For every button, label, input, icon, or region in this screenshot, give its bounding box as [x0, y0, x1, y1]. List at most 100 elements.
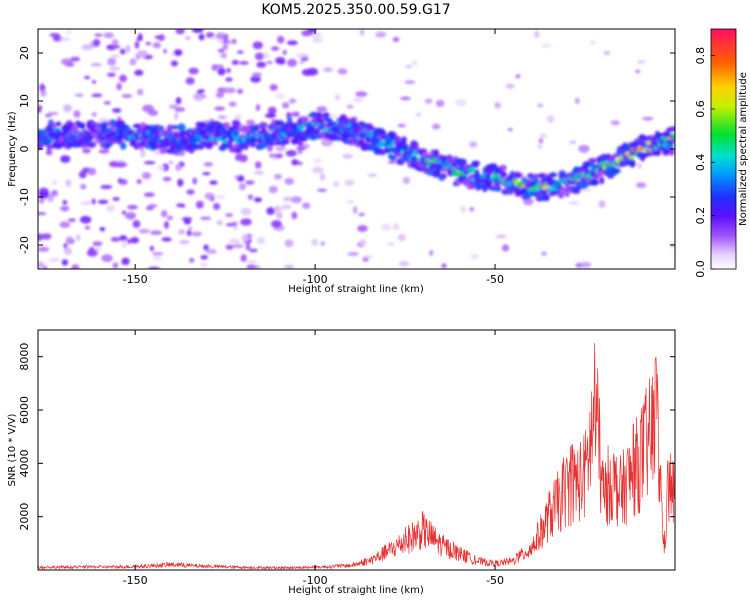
heatmap-cell-1320 [461, 158, 467, 166]
heatmap-cell-128 [217, 48, 225, 53]
heatmap-cell-369 [301, 68, 313, 76]
heatmap-cell-200 [47, 195, 54, 203]
snr-x-tick-label-1: -100 [303, 574, 328, 587]
heatmap-cell-379 [101, 254, 113, 263]
heatmap-cell-1343 [472, 163, 479, 168]
heatmap-cell-144 [332, 181, 340, 187]
heatmap-cell-84 [495, 234, 507, 239]
heatmap-cell-440 [189, 257, 195, 263]
heatmap-cell-29 [60, 205, 70, 212]
heatmap-cell-88 [205, 248, 217, 255]
heatmap-cell-443 [217, 115, 228, 120]
heatmap-cell-445 [541, 43, 551, 48]
heatmap-cell-399 [228, 238, 241, 244]
heatmap-cell-303 [398, 260, 410, 267]
heatmap-cell-249 [245, 259, 258, 264]
snr-x-ticks: -150 -100 -50 [123, 330, 504, 587]
heatmap-cell-1590 [595, 171, 604, 178]
heatmap-cell-308 [266, 60, 273, 65]
heatmap-cell-321 [429, 249, 434, 257]
heatmap-cell-397 [137, 50, 148, 58]
heatmap-cell-72 [267, 106, 277, 115]
heatmap-cell-396 [112, 45, 121, 49]
heatmap-cell-323 [74, 93, 84, 97]
heatmap-cell-329 [249, 248, 258, 253]
heatmap-cell-1074 [339, 114, 347, 121]
heatmap-cell-150 [284, 239, 294, 248]
heatmap-cell-188 [569, 140, 577, 144]
heatmap-cell-811 [212, 140, 219, 146]
heatmap-cell-1415 [508, 186, 516, 194]
heatmap-cell-186 [121, 94, 133, 98]
snr-series-line [38, 343, 675, 570]
heatmap-cell-337 [166, 215, 174, 221]
heatmap-cell-205 [392, 223, 400, 231]
heatmap-cell-289 [209, 180, 218, 185]
heatmap-cell-371 [111, 38, 119, 47]
spectrogram-heatmap [38, 29, 675, 269]
heatmap-cell-393 [175, 29, 185, 35]
heatmap-cell-126 [402, 176, 410, 185]
heatmap-cell-252 [541, 251, 547, 256]
snr-y-tick-label-3: 8000 [18, 343, 31, 371]
heatmap-cell-1372 [487, 170, 494, 175]
heatmap-cell-219 [399, 96, 411, 101]
heatmap-cell-437 [231, 119, 241, 127]
heatmap-cell-1563 [581, 184, 589, 189]
heatmap-cell-353 [136, 37, 143, 41]
heatmap-cell-282 [91, 112, 98, 117]
heatmap-cell-285 [387, 160, 397, 164]
heatmap-cell-238 [38, 246, 50, 252]
heatmap-cell-143 [298, 161, 303, 166]
heatmap-cell-431 [103, 32, 114, 39]
heatmap-cell-976 [289, 124, 298, 129]
heatmap-cell-173 [168, 160, 174, 164]
heatmap-cell-294 [116, 116, 122, 121]
heatmap-cell-161 [200, 262, 209, 268]
heatmap-cell-1683 [640, 152, 649, 158]
heatmap-cell-1428 [515, 173, 522, 178]
heatmap-cell-221 [247, 194, 254, 200]
heatmap-cell-374 [130, 237, 140, 244]
heatmap-cell-226 [501, 244, 510, 252]
heatmap-cell-1352 [476, 183, 484, 190]
heatmap-cell-428 [274, 205, 281, 211]
heatmap-cell-239 [148, 266, 160, 269]
heatmap-cell-420 [65, 236, 74, 244]
heatmap-cell-171 [392, 37, 400, 42]
snr-y-ticks: 2000 4000 6000 8000 [18, 343, 675, 531]
heatmap-cell-174 [136, 88, 144, 96]
heatmap-cell-1182 [393, 136, 402, 141]
heatmap-cell-410 [170, 60, 179, 67]
heatmap-cell-452 [134, 69, 144, 76]
heatmap-cell-1369 [487, 174, 492, 179]
heatmap-cell-94 [240, 218, 252, 226]
heatmap-cell-1176 [389, 155, 397, 161]
heatmap-cell-1494 [548, 172, 558, 178]
heatmap-cell-1152 [379, 129, 386, 134]
heatmap-cell-191 [352, 97, 364, 103]
heatmap-cell-203 [321, 138, 333, 147]
heatmap-cell-301 [253, 170, 265, 175]
heatmap-cell-315 [191, 231, 203, 237]
heatmap-cell-1339 [474, 169, 480, 175]
heatmap-cell-408 [334, 94, 341, 101]
heatmap-cell-426 [175, 163, 182, 172]
heatmap-cell-427 [70, 57, 80, 62]
heatmap-cell-307 [637, 60, 646, 64]
spectrogram-y-tick-label-3: 10 [18, 94, 31, 108]
heatmap-cell-109 [68, 218, 76, 222]
heatmap-cell-438 [48, 257, 61, 262]
heatmap-cell-1251 [428, 165, 436, 170]
heatmap-cell-228 [49, 33, 61, 37]
snr-frame [37, 329, 676, 571]
heatmap-cell-51 [237, 88, 244, 94]
snr-y-tick-label-1: 4000 [18, 449, 31, 477]
heatmap-cell-55 [538, 137, 543, 144]
heatmap-cell-367 [145, 41, 152, 46]
heatmap-cell-156 [285, 150, 297, 157]
heatmap-cell-201 [224, 87, 236, 94]
heatmap-cell-1659 [629, 159, 636, 168]
heatmap-cell-351 [217, 38, 223, 45]
heatmap-cell-193 [126, 238, 132, 245]
